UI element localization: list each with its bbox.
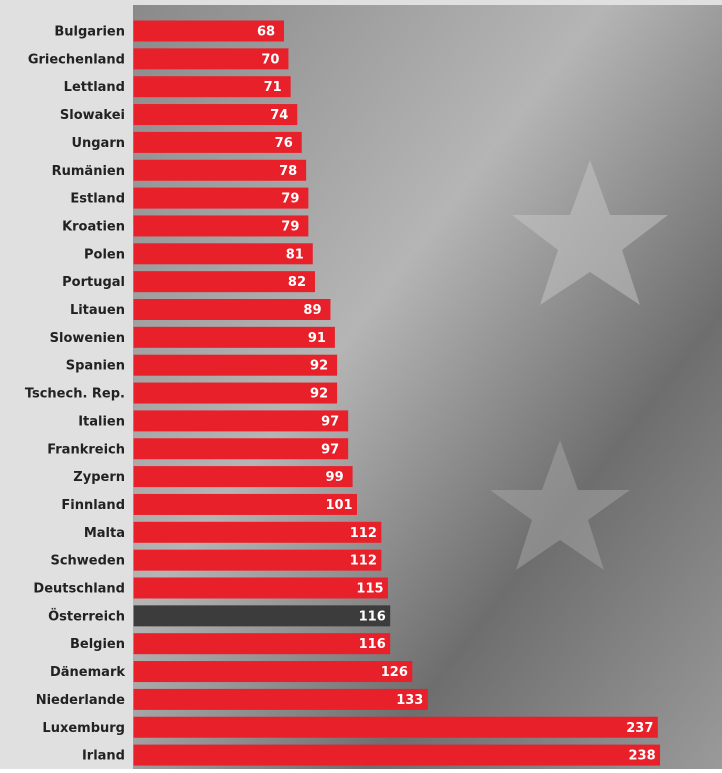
category-label: Frankreich: [47, 442, 125, 457]
bar: [134, 689, 428, 710]
value-label: 92: [310, 359, 328, 374]
category-label: Italien: [78, 414, 125, 429]
bar: [134, 466, 353, 487]
category-label: Luxemburg: [42, 721, 125, 736]
category-label: Belgien: [70, 637, 125, 652]
category-label: Kroatien: [62, 219, 125, 234]
bar: [134, 745, 660, 766]
bar: [134, 605, 391, 626]
value-label: 116: [359, 637, 386, 652]
category-label: Portugal: [62, 275, 125, 290]
value-label: 238: [628, 749, 655, 764]
value-label: 112: [350, 554, 377, 569]
value-label: 101: [325, 498, 352, 513]
value-label: 97: [321, 414, 339, 429]
bar: [134, 494, 357, 515]
value-label: 115: [356, 582, 383, 597]
bar: [134, 410, 349, 431]
value-label: 82: [288, 275, 306, 290]
value-label: 92: [310, 387, 328, 402]
value-label: 116: [359, 609, 386, 624]
value-label: 79: [281, 192, 299, 207]
value-label: 133: [396, 693, 423, 708]
category-label: Slowakei: [60, 108, 125, 123]
bar: [134, 383, 338, 404]
category-label: Tschech. Rep.: [25, 387, 125, 402]
value-label: 99: [326, 470, 344, 485]
category-label: Malta: [84, 526, 125, 541]
category-label: Slowenien: [50, 331, 125, 346]
bar: [134, 327, 335, 348]
category-label: Lettland: [64, 80, 125, 95]
bar: [134, 550, 382, 571]
bar: [134, 438, 349, 459]
value-label: 68: [257, 25, 275, 40]
bar: [134, 717, 658, 738]
value-label: 97: [321, 442, 339, 457]
category-label: Niederlande: [36, 693, 125, 708]
value-label: 91: [308, 331, 326, 346]
bar: [134, 661, 413, 682]
category-label: Griechenland: [28, 52, 125, 67]
value-label: 81: [286, 247, 304, 262]
category-label: Estland: [70, 192, 125, 207]
category-label: Rumänien: [52, 164, 125, 179]
category-label: Dänemark: [50, 665, 125, 680]
category-label: Spanien: [66, 359, 125, 374]
value-label: 71: [264, 80, 282, 95]
value-label: 78: [279, 164, 297, 179]
category-label: Litauen: [70, 303, 125, 318]
bar: [134, 578, 388, 599]
value-label: 79: [281, 219, 299, 234]
category-label: Irland: [82, 749, 125, 764]
category-label: Schweden: [50, 554, 125, 569]
value-label: 112: [350, 526, 377, 541]
category-label: Zypern: [73, 470, 125, 485]
chart: Bulgarien 68 Griechenland 70 Lettland 71 Slowa…: [0, 0, 722, 769]
category-label: Ungarn: [71, 136, 125, 151]
value-label: 76: [275, 136, 293, 151]
bar: [134, 355, 338, 376]
category-label: Finnland: [61, 498, 125, 513]
bar: [134, 633, 391, 654]
category-label: Deutschland: [33, 582, 125, 597]
value-label: 89: [303, 303, 321, 318]
bar: [134, 522, 382, 543]
value-label: 126: [381, 665, 408, 680]
value-label: 70: [261, 52, 279, 67]
category-label: Bulgarien: [54, 25, 125, 40]
value-label: 237: [626, 721, 653, 736]
category-label: Polen: [84, 247, 125, 262]
value-label: 74: [270, 108, 288, 123]
category-label: Österreich: [48, 608, 125, 624]
bar: [134, 299, 331, 320]
